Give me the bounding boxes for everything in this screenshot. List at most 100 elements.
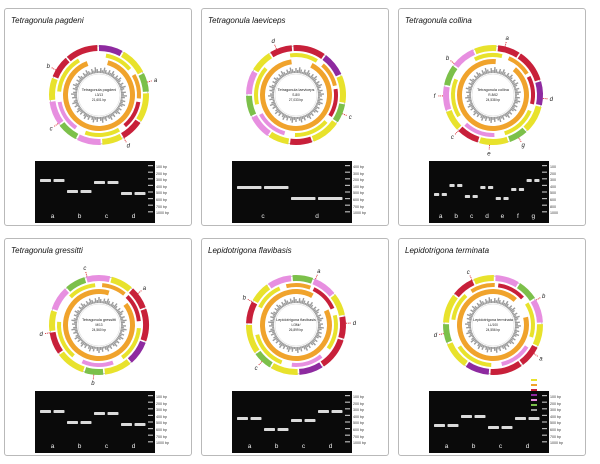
- gc-tick: [120, 328, 127, 331]
- gene-block-inner: [57, 101, 78, 130]
- gel-band: [291, 419, 302, 422]
- gc-tick: [514, 87, 520, 91]
- gc-tick: [484, 298, 488, 305]
- primer-marker: [85, 271, 88, 277]
- gc-tick: [467, 329, 472, 332]
- gc-tick: [506, 75, 510, 79]
- gc-tick: [506, 111, 510, 115]
- gc-tick: [509, 307, 516, 313]
- gene-block: [336, 75, 346, 103]
- gc-tick: [278, 304, 283, 309]
- gc-tick: [479, 303, 482, 307]
- primer-marker: [274, 44, 277, 50]
- gc-tick: [73, 331, 79, 335]
- gc-tick: [83, 111, 86, 114]
- primer-marker-label: e: [487, 151, 491, 157]
- gc-tick: [101, 346, 104, 352]
- lane-label: b: [77, 443, 82, 450]
- gel-band: [480, 186, 486, 189]
- gene-block: [136, 93, 149, 122]
- gc-tick: [501, 69, 506, 76]
- gc-tick: [509, 79, 513, 83]
- gc-tick: [309, 111, 314, 117]
- gc-tick: [275, 310, 279, 314]
- gc-tick: [113, 110, 118, 115]
- gc-tick: [114, 339, 120, 344]
- ladder-size-label: 1000: [550, 211, 558, 216]
- ladder-size-label: 1000 bp: [353, 441, 366, 446]
- gel-band: [488, 186, 494, 189]
- gc-tick: [313, 336, 317, 340]
- gc-tick: [111, 304, 115, 308]
- gc-tick: [75, 82, 80, 86]
- ladder-band: [148, 441, 153, 443]
- gc-tick: [304, 71, 307, 76]
- lane-label: a: [438, 213, 443, 220]
- gene-block: [532, 324, 543, 347]
- ladder-size-label: 1000 bp: [156, 441, 169, 446]
- primer-marker: [92, 374, 95, 380]
- gc-tick: [112, 111, 115, 114]
- ladder-size-label: 100 bp: [353, 184, 364, 189]
- gc-tick: [72, 96, 78, 99]
- gc-tick: [483, 71, 487, 75]
- ladder-size-label: 500 bp: [353, 421, 364, 426]
- gene-block: [508, 127, 527, 142]
- gc-tick: [511, 335, 515, 338]
- gc-tick: [283, 302, 287, 306]
- gc-tick: [505, 342, 510, 348]
- ladder-band: [345, 401, 350, 403]
- gc-tick: [112, 303, 118, 309]
- ladder-size-label: 200 bp: [156, 171, 167, 176]
- gc-tick: [117, 82, 121, 85]
- primer-marker: [504, 41, 507, 47]
- gc-tick: [310, 307, 314, 310]
- ladder-size-label: 300: [550, 178, 556, 183]
- gc-tick: [87, 344, 90, 347]
- gc-tick: [305, 69, 310, 76]
- gc-tick: [272, 314, 276, 318]
- gc-tick: [469, 78, 476, 84]
- gc-tick: [473, 107, 477, 111]
- gc-tick: [481, 300, 485, 306]
- gc-tick: [76, 79, 82, 84]
- gc-tick: [311, 75, 318, 81]
- ladder-band: [345, 191, 350, 193]
- ladder-band: [542, 191, 547, 193]
- gc-tick: [513, 86, 517, 89]
- gc-tick: [281, 305, 284, 308]
- primer-marker-label: c: [50, 127, 53, 133]
- ladder-size-label: 600: [550, 198, 556, 202]
- gc-tick: [91, 299, 94, 305]
- gc-tick: [80, 339, 84, 342]
- gc-tick: [476, 302, 481, 308]
- gc-tick: [278, 77, 282, 80]
- gel-band: [501, 426, 513, 429]
- ladder-size-label: 1000 bp: [353, 211, 366, 216]
- gc-tick: [105, 345, 110, 352]
- panel-title: Tetragonula pagdeni: [11, 16, 84, 25]
- inner-circle: [274, 73, 318, 117]
- ladder-size-label: 200: [550, 171, 556, 176]
- gene-block: [523, 105, 542, 131]
- gc-tick: [514, 321, 520, 324]
- gel-band: [447, 424, 459, 427]
- gel-band: [304, 419, 316, 422]
- gc-tick: [316, 332, 320, 336]
- gene-block-inner: [125, 295, 141, 322]
- gc-tick: [87, 344, 91, 350]
- primer-marker-label: g: [521, 143, 525, 149]
- gc-tick: [476, 111, 480, 115]
- ladder-band: [542, 395, 547, 397]
- gene-block: [49, 310, 57, 332]
- lane-label: c: [104, 443, 109, 450]
- gc-tick: [312, 337, 318, 343]
- gc-tick: [286, 300, 290, 305]
- ladder-band: [345, 198, 350, 200]
- legend-swatch: [531, 408, 537, 411]
- gene-block: [84, 367, 104, 375]
- gc-tick: [77, 75, 84, 81]
- gene-block: [293, 45, 325, 59]
- gc-tick: [88, 301, 91, 306]
